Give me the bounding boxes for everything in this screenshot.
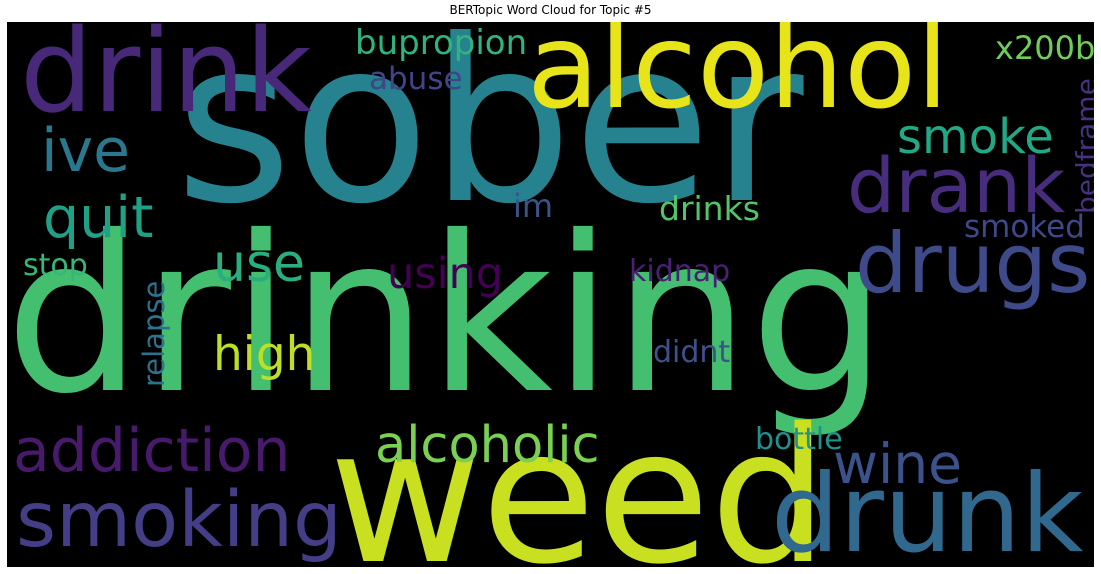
word-didnt: didnt xyxy=(653,335,731,370)
word-ive: ive xyxy=(41,116,131,186)
word-relapse: relapse xyxy=(137,280,171,387)
word-cloud: sober drinking weed drink alcohol drunk … xyxy=(7,22,1094,567)
word-use: use xyxy=(213,234,306,294)
word-drink: drink xyxy=(20,22,312,139)
word-drinking: drinking xyxy=(7,190,887,441)
word-bedframe: bedframe xyxy=(1070,78,1094,214)
word-quit: quit xyxy=(43,185,154,251)
chart-title: BERTopic Word Cloud for Topic #5 xyxy=(449,3,652,17)
word-alcohol: alcohol xyxy=(527,22,949,135)
word-stop: stop xyxy=(23,248,88,283)
word-wine: wine xyxy=(833,432,962,496)
word-high: high xyxy=(213,327,316,382)
word-using: using xyxy=(387,249,504,299)
word-sober: sober xyxy=(175,22,804,254)
word-smoking: smoking xyxy=(16,476,342,565)
word-x200b: x200b xyxy=(995,29,1094,67)
word-weed: weed xyxy=(329,388,829,568)
word-drunk: drunk xyxy=(771,452,1084,568)
word-drugs: drugs xyxy=(855,215,1091,312)
word-addiction: addiction xyxy=(13,416,291,486)
word-drinks: drinks xyxy=(659,189,760,228)
word-bottle: bottle xyxy=(755,422,843,457)
word-kidnap: kidnap xyxy=(629,254,731,289)
word-smoke: smoke xyxy=(897,109,1054,165)
word-drank: drank xyxy=(847,141,1066,230)
word-im: im xyxy=(513,187,554,225)
word-bupropion: bupropion xyxy=(355,23,528,63)
word-smoked: smoked xyxy=(964,209,1085,245)
word-alcoholic: alcoholic xyxy=(375,416,600,475)
word-abuse: abuse xyxy=(369,61,463,97)
